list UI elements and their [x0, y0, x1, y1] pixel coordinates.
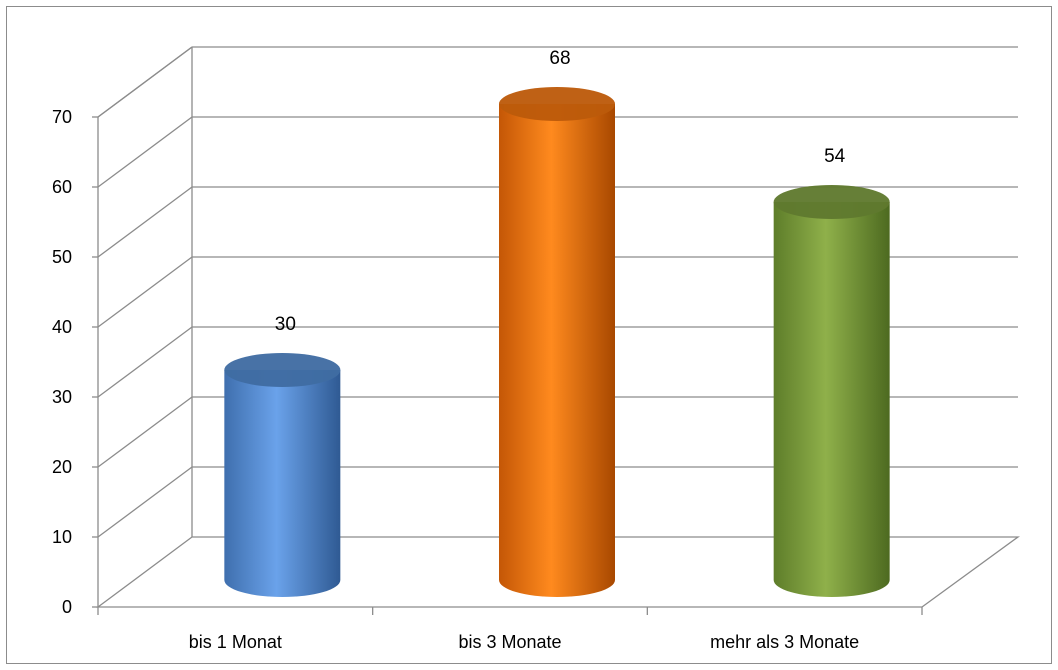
y-tick-label: 30: [52, 387, 72, 407]
y-tick-label: 10: [52, 527, 72, 547]
gridline-side: [97, 466, 193, 538]
axes: [92, 47, 1020, 615]
bar-top-shade: [224, 353, 341, 387]
gridline-side: [97, 256, 193, 328]
data-label: 68: [549, 48, 570, 69]
y-tick-label: 0: [62, 597, 72, 617]
bar-top: [773, 185, 890, 219]
data-label: 30: [275, 314, 296, 335]
gridline-side: [97, 396, 193, 468]
gridline-side: [97, 116, 193, 188]
gridline-side: [97, 326, 193, 398]
bar-1: 68: [499, 48, 615, 597]
bars: 30 68 54: [224, 48, 890, 598]
bar-body: [499, 104, 615, 597]
y-axis-tick-labels: 0 10 20 30 40 50 60 70: [52, 107, 72, 617]
x-category-label: bis 1 Monat: [189, 632, 282, 652]
y-tick-label: 60: [52, 177, 72, 197]
bar-body: [773, 202, 890, 598]
bar-top-shade: [499, 87, 615, 121]
x-category-label: mehr als 3 Monate: [710, 632, 859, 652]
gridline-side: [97, 46, 193, 118]
y-tick-label: 40: [52, 317, 72, 337]
bar-top: [224, 353, 341, 387]
x-axis-category-labels: bis 1 Monat bis 3 Monate mehr als 3 Monate: [189, 632, 859, 652]
bar-2: 54: [773, 146, 890, 598]
bar-0: 30: [224, 314, 341, 597]
x-category-label: bis 3 Monate: [458, 632, 561, 652]
y-tick-label: 50: [52, 247, 72, 267]
y-tick-label: 70: [52, 107, 72, 127]
data-label: 54: [824, 146, 846, 167]
bar-top-shade: [773, 185, 890, 219]
bar-body: [224, 370, 341, 597]
bar-top: [499, 87, 615, 121]
gridline-side: [97, 186, 193, 258]
y-tick-label: 20: [52, 457, 72, 477]
